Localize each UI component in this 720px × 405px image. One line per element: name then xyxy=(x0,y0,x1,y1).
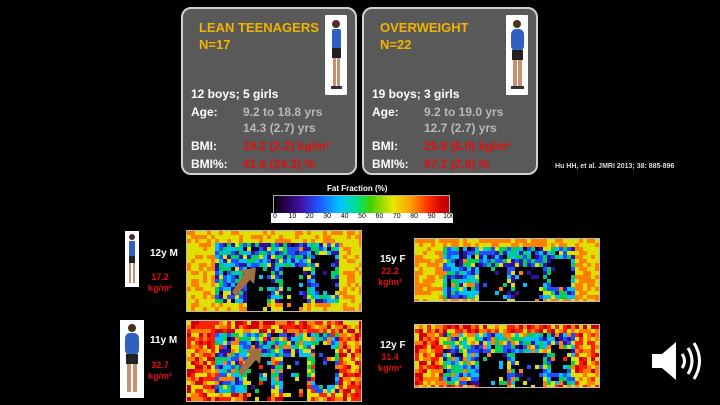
scan-bmi: 22.2 kg/m² xyxy=(378,266,403,287)
colorbar-ticks: 0 10 20 30 40 50 60 70 80 90 100 xyxy=(271,213,455,223)
age-label: Age: xyxy=(372,105,399,119)
citation: Hu HH, et al. JMRI 2013; 38: 885-896 xyxy=(555,163,675,170)
age-range: 9.2 to 18.8 yrs xyxy=(243,105,323,119)
scan-bmi: 31.4 kg/m² xyxy=(378,352,403,373)
mri-scan-12y-male xyxy=(186,230,362,312)
mri-scan-12y-female xyxy=(414,324,600,388)
card-n: N=22 xyxy=(380,37,412,52)
person-figure-image xyxy=(125,231,139,287)
speaker-icon[interactable] xyxy=(648,338,704,384)
age-row: Age: 9.2 to 19.0 yrs xyxy=(372,105,503,119)
mri-scan-15y-female xyxy=(414,238,600,302)
colorbar-tick-label: 10 xyxy=(288,213,297,220)
age-mean-row: 12.7 (2.7) yrs xyxy=(372,121,497,135)
bmi-label: BMI: xyxy=(372,139,398,153)
colorbar-tick-label: 60 xyxy=(375,213,384,220)
colorbar-tick-label: 100 xyxy=(443,213,455,220)
arrow-icon xyxy=(238,348,262,376)
mri-scan-11y-male xyxy=(186,320,362,402)
person-figure-image xyxy=(120,320,144,398)
colorbar-tick-label: 70 xyxy=(392,213,401,220)
overweight-figure-image xyxy=(506,15,528,95)
card-title: OVERWEIGHT xyxy=(380,20,469,35)
bmi-value: 19.2 (2.2) kg/m² xyxy=(243,139,330,153)
bmip-row: BMI%: 41.6 (24.3) % xyxy=(191,157,315,171)
colorbar-tick-label: 50 xyxy=(358,213,366,220)
colorbar-tick-label: 80 xyxy=(410,213,419,220)
bmi-value: 29.8 (6.0) kg/m² xyxy=(424,139,511,153)
scan-bmi: 17.2 kg/m² xyxy=(148,272,173,293)
bmi-row: BMI: 19.2 (2.2) kg/m² xyxy=(191,139,330,153)
card-n: N=17 xyxy=(199,37,231,52)
card-title: LEAN TEENAGERS xyxy=(199,20,319,35)
colorbar-title: Fat Fraction (%) xyxy=(327,184,388,193)
colorbar-tick-label: 90 xyxy=(427,213,436,220)
age-row: Age: 9.2 to 18.8 yrs xyxy=(191,105,322,119)
age-mean-row: 14.3 (2.7) yrs xyxy=(191,121,316,135)
bmip-label: BMI%: xyxy=(191,157,228,171)
scan-age: 12y F xyxy=(380,340,406,351)
age-label: Age: xyxy=(191,105,218,119)
scan-age: 15y F xyxy=(380,254,406,265)
colorbar-tick-label: 20 xyxy=(305,213,314,220)
colorbar xyxy=(273,195,450,214)
overweight-card: OVERWEIGHT N=22 19 boys; 3 girls Age: 9.2… xyxy=(362,7,538,175)
bmi-label: BMI: xyxy=(191,139,217,153)
arrow-icon xyxy=(232,268,256,296)
scan-age: 11y M xyxy=(150,335,178,346)
colorbar-tick-label: 40 xyxy=(340,213,349,220)
sex-count: 19 boys; 3 girls xyxy=(372,87,460,101)
age-mean: 12.7 (2.7) yrs xyxy=(424,121,497,135)
bmip-value: 41.6 (24.3) % xyxy=(243,157,316,171)
age-range: 9.2 to 19.0 yrs xyxy=(424,105,504,119)
bmip-label: BMI%: xyxy=(372,157,409,171)
bmi-row: BMI: 29.8 (6.0) kg/m² xyxy=(372,139,511,153)
bmip-row: BMI%: 97.2 (2.6) % xyxy=(372,157,489,171)
scan-age: 12y M xyxy=(150,248,178,259)
lean-teenagers-card: LEAN TEENAGERS N=17 12 boys; 5 girls Age… xyxy=(181,7,357,175)
age-mean: 14.3 (2.7) yrs xyxy=(243,121,316,135)
colorbar-tick-label: 0 xyxy=(273,213,277,220)
scan-bmi: 32.7 kg/m² xyxy=(148,360,173,381)
colorbar-tick-label: 30 xyxy=(323,213,332,220)
sex-count: 12 boys; 5 girls xyxy=(191,87,279,101)
lean-figure-image xyxy=(325,15,347,95)
bmip-value: 97.2 (2.6) % xyxy=(424,157,490,171)
